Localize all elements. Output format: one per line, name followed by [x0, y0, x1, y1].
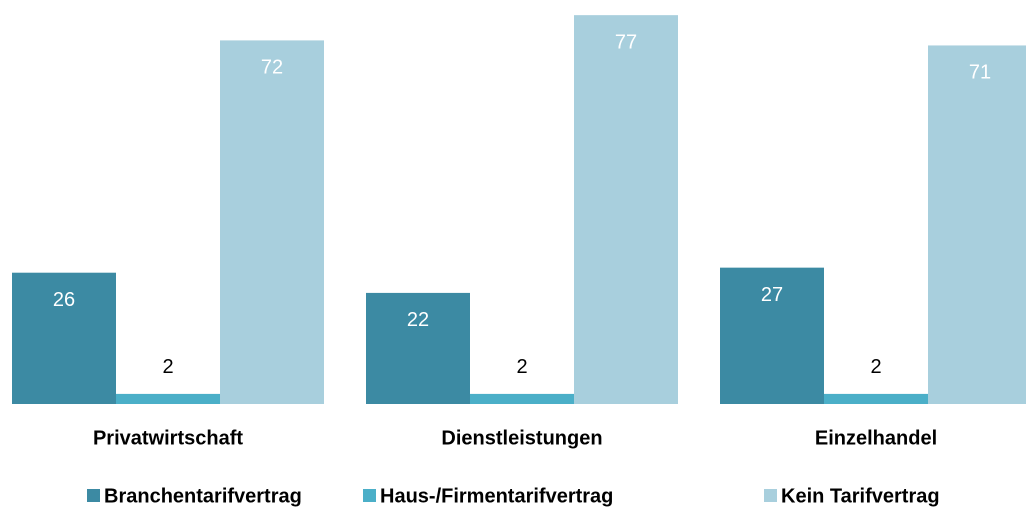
data-label: 27 — [761, 284, 783, 306]
legend-label: Kein Tarifvertrag — [781, 485, 940, 507]
data-label: 72 — [261, 57, 283, 79]
bar — [366, 292, 470, 404]
data-label: 2 — [870, 356, 881, 378]
x-tick-label: Dienstleistungen — [441, 427, 602, 449]
bar — [720, 267, 824, 404]
legend-label: Haus-/Firmentarifvertrag — [380, 485, 613, 507]
data-label: 2 — [516, 356, 527, 378]
data-label: 22 — [407, 309, 429, 331]
data-label: 2 — [162, 356, 173, 378]
bar — [928, 45, 1026, 404]
bar — [470, 393, 574, 404]
legend-swatch — [87, 489, 100, 502]
bar — [220, 40, 324, 405]
bar — [116, 393, 220, 404]
data-label: 26 — [53, 289, 75, 311]
bar — [824, 393, 928, 404]
bar — [12, 272, 116, 404]
data-label: 71 — [969, 62, 991, 84]
legend-swatch — [363, 489, 376, 502]
legend-swatch — [764, 489, 777, 502]
x-tick-label: Einzelhandel — [815, 427, 937, 449]
x-tick-label: Privatwirtschaft — [93, 427, 243, 449]
data-label: 77 — [615, 31, 637, 53]
legend-label: Branchentarifvertrag — [104, 485, 302, 507]
bar — [574, 15, 678, 405]
